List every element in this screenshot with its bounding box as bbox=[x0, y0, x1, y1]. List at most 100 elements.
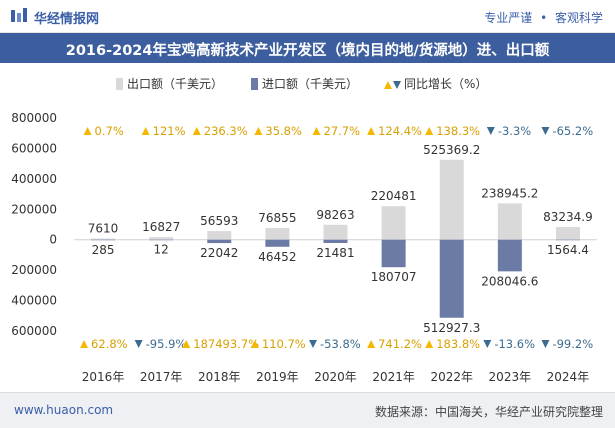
export-bar bbox=[149, 237, 174, 240]
import-growth-label: 187493.7% bbox=[193, 337, 259, 351]
y-tick-label: 200000 bbox=[11, 263, 57, 277]
import-bar bbox=[323, 239, 348, 243]
import-up-triangle-icon bbox=[250, 340, 259, 348]
tag-rigorous: 专业严谨 bbox=[484, 11, 533, 25]
x-category-label: 2020年 bbox=[314, 370, 357, 384]
export-growth-label: -65.2% bbox=[552, 124, 593, 138]
export-bar bbox=[555, 227, 580, 240]
legend-up-triangle-icon bbox=[384, 81, 392, 89]
y-tick-label: 800000 bbox=[11, 111, 57, 125]
x-category-label: 2024年 bbox=[547, 370, 590, 384]
y-tick-label: 600000 bbox=[11, 324, 57, 338]
x-category-label: 2022年 bbox=[430, 370, 473, 384]
export-up-triangle-icon bbox=[367, 127, 376, 135]
export-up-triangle-icon bbox=[312, 127, 321, 135]
export-down-triangle-icon bbox=[486, 127, 495, 135]
import-value-label: 12 bbox=[154, 243, 169, 257]
footer-site: www.huaon.com bbox=[14, 403, 114, 417]
export-bar bbox=[265, 228, 290, 240]
x-category-label: 2021年 bbox=[372, 370, 415, 384]
import-up-triangle-icon bbox=[182, 340, 191, 348]
export-growth-label: 121% bbox=[153, 124, 186, 138]
export-value-label: 220481 bbox=[371, 189, 417, 203]
import-down-triangle-icon bbox=[309, 340, 317, 348]
export-bar bbox=[381, 206, 406, 240]
export-bar bbox=[497, 203, 522, 240]
tag-separator: • bbox=[540, 11, 548, 25]
export-value-label: 76855 bbox=[258, 211, 296, 225]
import-down-triangle-icon bbox=[541, 340, 550, 348]
footer-bar: www.huaon.com 数据来源：中国海关，华经产业研究院整理 bbox=[0, 392, 615, 428]
chart-area: 出口额（千美元） 进口额（千美元） 同比增长（%） 800000 600000 40000… bbox=[11, 77, 597, 384]
export-value-label: 525369.2 bbox=[423, 143, 480, 157]
legend-swatch-import bbox=[251, 78, 258, 90]
legend-label-export: 出口额（千美元） bbox=[127, 77, 223, 91]
chart-title: 2016-2024年宝鸡高新技术产业开发区（境内目的地/货源地）进、出口额 bbox=[65, 43, 550, 59]
export-up-triangle-icon bbox=[254, 127, 263, 135]
export-value-label: 98263 bbox=[316, 208, 354, 222]
x-category-label: 2023年 bbox=[489, 370, 532, 384]
import-value-label: 22042 bbox=[200, 246, 238, 260]
legend-swatch-export bbox=[116, 78, 123, 90]
export-up-triangle-icon bbox=[192, 127, 201, 135]
export-bar bbox=[439, 159, 464, 240]
legend-down-triangle-icon bbox=[393, 81, 401, 89]
import-bar bbox=[497, 239, 522, 272]
y-tick-label: 600000 bbox=[11, 141, 57, 155]
export-growth-label: 0.7% bbox=[95, 124, 124, 138]
y-tick-label: 400000 bbox=[11, 172, 57, 186]
import-down-triangle-icon bbox=[483, 340, 492, 348]
import-growth-label: 183.8% bbox=[436, 337, 480, 351]
export-bar bbox=[207, 231, 232, 240]
import-growth-label: 110.7% bbox=[262, 337, 306, 351]
export-up-triangle-icon bbox=[425, 127, 434, 135]
import-growth-label: 741.2% bbox=[378, 337, 422, 351]
import-bar bbox=[555, 239, 580, 241]
import-growth-label: 62.8% bbox=[91, 337, 128, 351]
import-value-label: 208046.6 bbox=[481, 274, 538, 288]
import-bar bbox=[149, 239, 174, 241]
export-value-label: 7610 bbox=[88, 222, 119, 236]
x-category-label: 2017年 bbox=[140, 370, 183, 384]
y-tick-label: 0 bbox=[49, 233, 57, 247]
export-growth-label: 35.8% bbox=[265, 124, 302, 138]
export-value-label: 83234.9 bbox=[543, 210, 593, 224]
export-growth-label: -3.3% bbox=[498, 124, 531, 138]
export-up-triangle-icon bbox=[83, 127, 92, 135]
import-value-label: 285 bbox=[92, 243, 115, 257]
import-up-triangle-icon bbox=[80, 340, 89, 348]
export-up-triangle-icon bbox=[141, 127, 150, 135]
import-down-triangle-icon bbox=[134, 340, 143, 348]
export-down-triangle-icon bbox=[541, 127, 550, 135]
x-category-label: 2018年 bbox=[198, 370, 241, 384]
import-growth-label: -99.2% bbox=[552, 337, 593, 351]
x-category-label: 2019年 bbox=[256, 370, 299, 384]
title-bar: 2016-2024年宝鸡高新技术产业开发区（境内目的地/货源地）进、出口额 bbox=[0, 33, 615, 63]
import-up-triangle-icon bbox=[425, 340, 434, 348]
import-value-label: 21481 bbox=[316, 246, 354, 260]
legend-label-growth: 同比增长（%） bbox=[404, 77, 487, 91]
import-value-label: 46452 bbox=[258, 250, 296, 264]
export-bar bbox=[323, 224, 348, 240]
export-value-label: 238945.2 bbox=[481, 186, 538, 200]
export-growth-label: 124.4% bbox=[378, 124, 422, 138]
import-bar bbox=[207, 239, 232, 244]
import-bar bbox=[381, 239, 406, 268]
x-category-label: 2016年 bbox=[82, 370, 125, 384]
footer-source: 数据来源：中国海关，华经产业研究院整理 bbox=[374, 405, 603, 419]
import-value-label: 1564.4 bbox=[547, 243, 589, 257]
export-growth-label: 138.3% bbox=[436, 124, 480, 138]
tag-objective: 客观科学 bbox=[554, 11, 603, 25]
import-bar bbox=[265, 239, 290, 247]
top-bar: 华经情报网 专业严谨 • 客观科学 bbox=[0, 0, 615, 33]
export-growth-label: 236.3% bbox=[204, 124, 248, 138]
import-growth-label: -13.6% bbox=[494, 337, 535, 351]
import-bar bbox=[91, 239, 116, 241]
export-growth-label: 27.7% bbox=[324, 124, 361, 138]
brand-name: 华经情报网 bbox=[34, 12, 100, 27]
y-tick-label: 200000 bbox=[11, 202, 57, 216]
import-value-label: 512927.3 bbox=[423, 321, 480, 335]
legend-label-import: 进口额（千美元） bbox=[262, 77, 358, 91]
import-growth-label: -53.8% bbox=[320, 337, 361, 351]
